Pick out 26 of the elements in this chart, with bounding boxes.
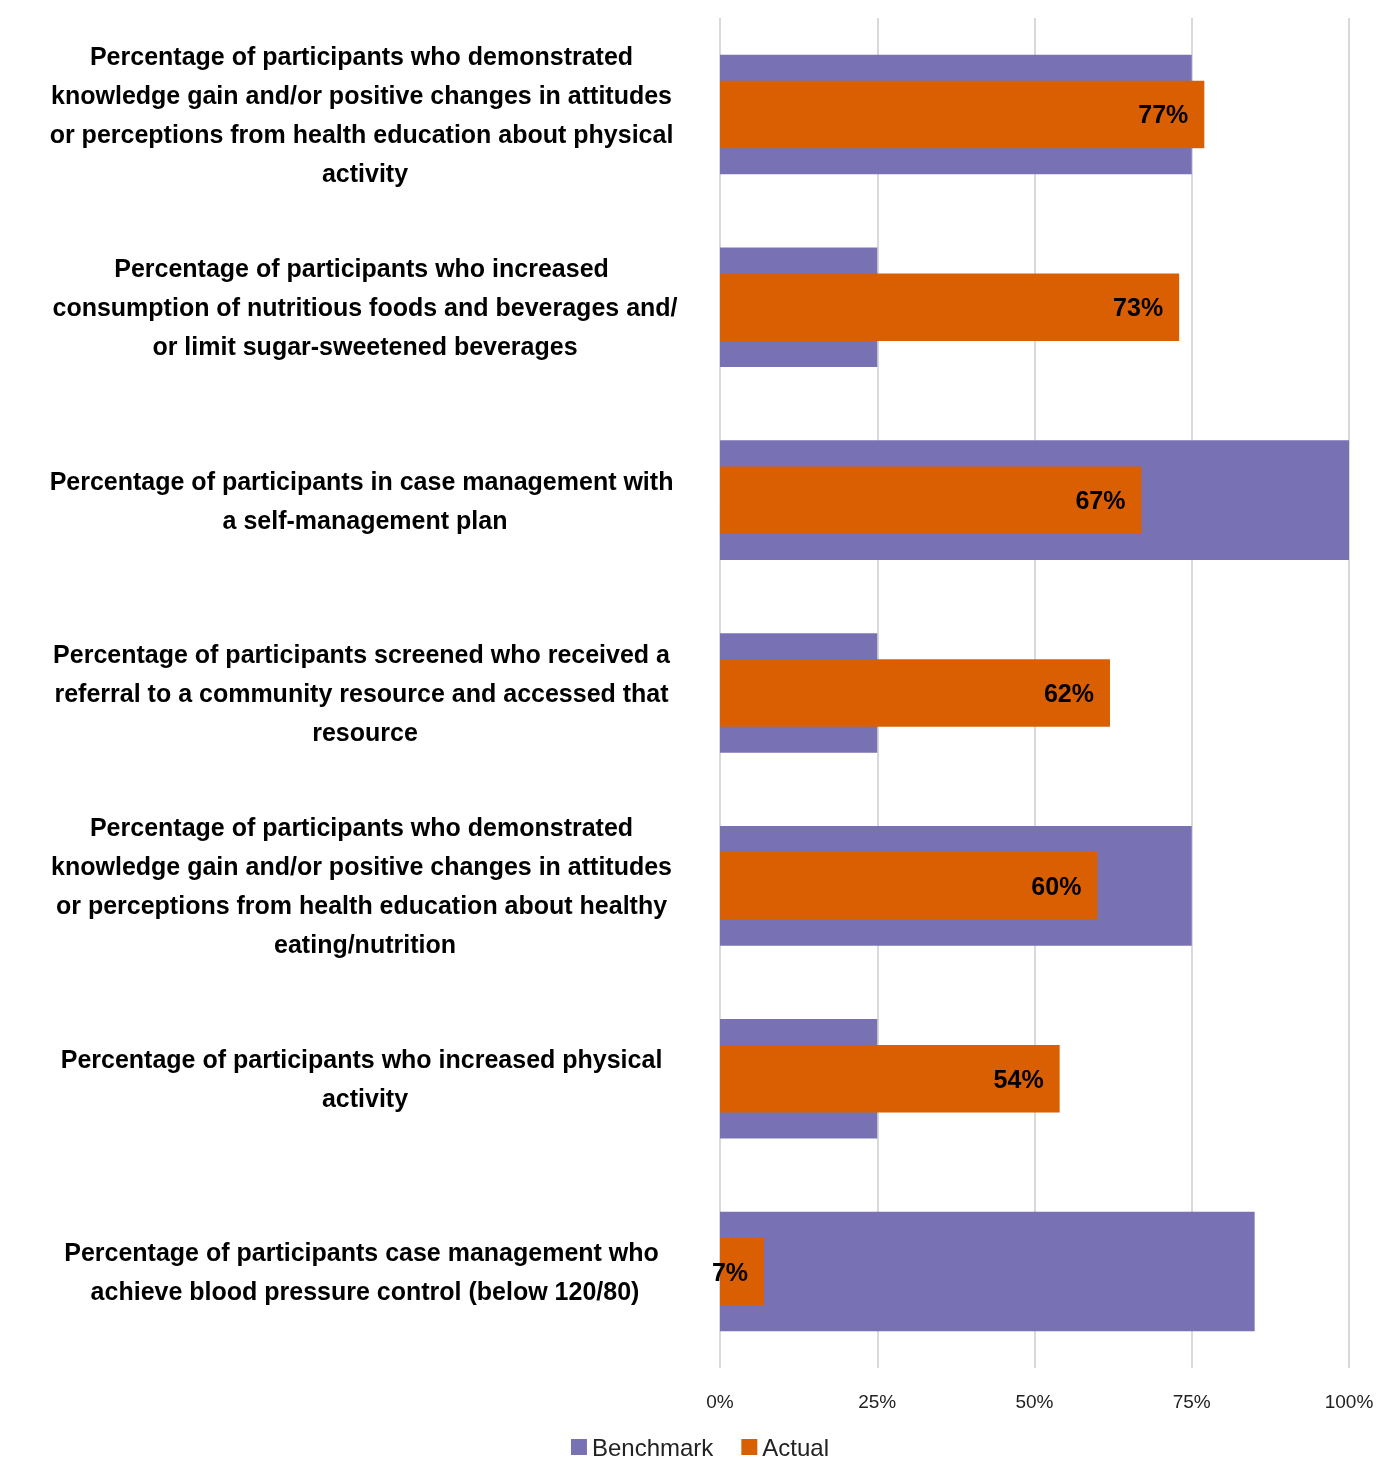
y-tick-label: Percentage of participants who demonstrated knowledge gain and/or positive changes in attitudes or perceptions from health education about physical activity: [49, 41, 681, 187]
y-tick-label: Percentage of participants in case management with a self-management plan: [49, 466, 681, 534]
y-tick-label: Percentage of participants who increased consumption of nutritious foods and beverages and/or limit sugar-sweetened beverages: [52, 254, 678, 361]
legend-label: Actual: [762, 1433, 830, 1461]
y-tick-label: Percentage of participants case management who achieve blood pressure control (below 120/80): [64, 1238, 666, 1306]
bar: [720, 852, 1098, 920]
data-label: 67%: [1075, 486, 1126, 515]
bar: [720, 80, 1205, 149]
y-tick-label: Percentage of participants screened who received a referral to a community resource and accessed that resource: [53, 640, 677, 746]
legend-label: Benchmark: [591, 1433, 715, 1461]
data-label: 60%: [1031, 871, 1082, 900]
bar: [720, 1044, 1060, 1113]
data-label: 62%: [1043, 679, 1094, 707]
data-label: 54%: [993, 1064, 1044, 1093]
x-tick-label: 25%: [858, 1391, 897, 1412]
x-tick-label: 75%: [1172, 1391, 1211, 1412]
bar: [720, 466, 1142, 534]
data-label: 77%: [1138, 100, 1189, 129]
y-tick-label: Percentage of participants who increased physical activity: [60, 1045, 670, 1113]
x-tick-label: 100%: [1324, 1391, 1374, 1412]
x-tick-label: 50%: [1015, 1391, 1054, 1412]
bar: [720, 659, 1110, 727]
x-tick-label: 0%: [706, 1391, 734, 1412]
y-tick-label: Percentage of participants who demonstrated knowledge gain and/or positive changes in attitudes or perceptions from health education about healthy eating/nutrition: [51, 813, 679, 959]
bar: [720, 273, 1180, 342]
data-label: 73%: [1113, 293, 1164, 322]
